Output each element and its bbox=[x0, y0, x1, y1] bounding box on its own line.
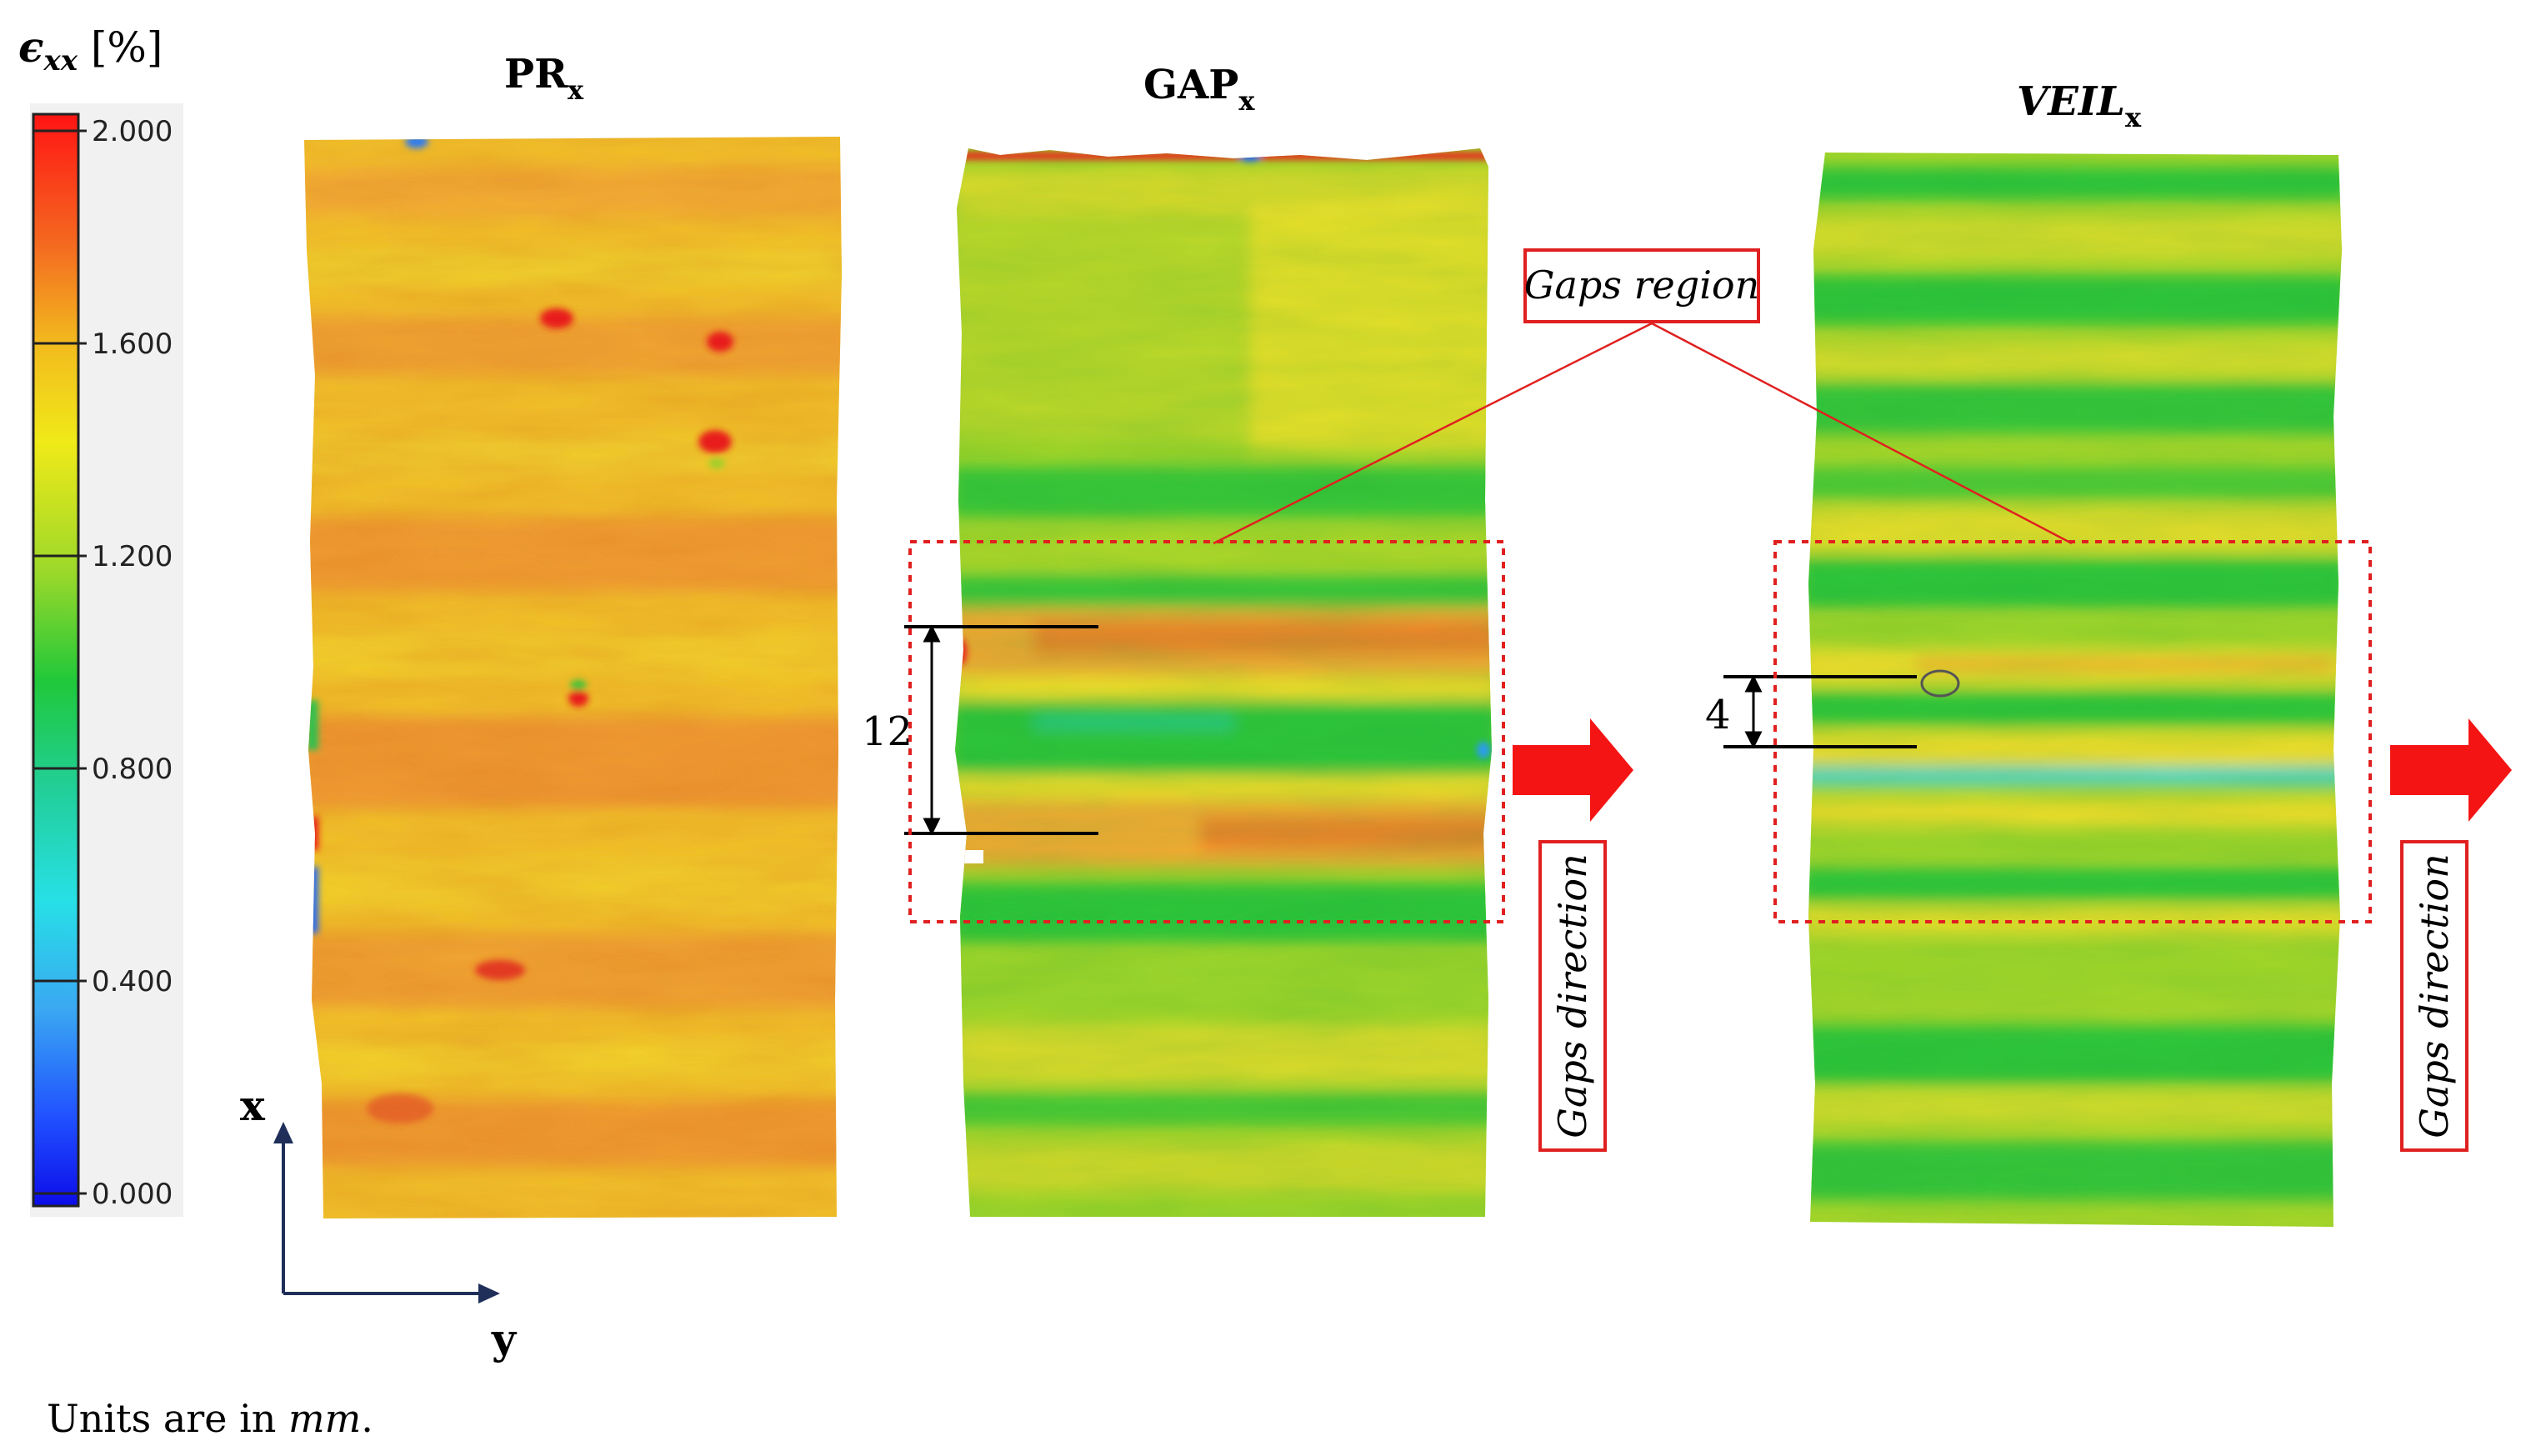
gaps-direction-box-veil bbox=[2400, 840, 2468, 1152]
veil-marker bbox=[1920, 669, 1960, 698]
colorbar-ticks: 2.000 1.600 1.200 0.800 0.400 0.000 bbox=[33, 115, 173, 1211]
panel-pr: PRx bbox=[304, 51, 842, 1218]
gaps-region-box-veil bbox=[1773, 540, 2372, 923]
gaps-direction-box-gap bbox=[1538, 840, 1607, 1152]
panel-gap-title: GAPx bbox=[1143, 62, 1255, 117]
gaps-region-label-box bbox=[1523, 248, 1760, 323]
colorbar-tick-label: 0.800 bbox=[92, 753, 173, 786]
panel-pr-subscript: x bbox=[568, 74, 584, 106]
panel-veil: VEILx bbox=[1705, 78, 2342, 1227]
colorbar: ϵxx [%] 2.000 1.600 1.200 0.800 0.400 0.000 bbox=[18, 23, 183, 1217]
colorbar-label-unit: [%] bbox=[78, 23, 163, 72]
gaps-direction-arrow-gap bbox=[1513, 718, 1633, 822]
veil-dimension-value: 4 bbox=[1705, 692, 1731, 738]
gaps-direction-veil: Gaps direction bbox=[2390, 718, 2512, 1152]
gaps-region-annotation: Gaps region bbox=[908, 248, 2372, 923]
panel-gap-name: GAP bbox=[1143, 62, 1238, 108]
panel-veil-name: VEIL bbox=[2017, 78, 2125, 125]
gaps-region-box-gap bbox=[908, 540, 1505, 923]
units-footnote-unit: mm bbox=[288, 1396, 361, 1441]
gaps-region-label: Gaps region bbox=[1524, 263, 1760, 308]
colorbar-label-symbol: ϵ bbox=[18, 23, 43, 72]
gap-dimension-value: 12 bbox=[862, 708, 913, 755]
colorbar-tick-label: 2.000 bbox=[92, 115, 173, 148]
colorbar-tick-label: 1.600 bbox=[92, 328, 173, 361]
panel-pr-name: PR bbox=[504, 51, 568, 98]
panel-pr-field bbox=[304, 137, 842, 1218]
panel-pr-title: PRx bbox=[504, 51, 584, 106]
panel-veil-subscript: x bbox=[2125, 102, 2142, 133]
gaps-direction-gap: Gaps direction bbox=[1513, 718, 1633, 1152]
colorbar-tick-label: 0.000 bbox=[92, 1178, 173, 1211]
axis-triad: x y bbox=[240, 1081, 518, 1363]
panel-gap-field bbox=[955, 148, 1492, 1217]
axis-y-label: y bbox=[491, 1314, 518, 1363]
colorbar-gradient bbox=[32, 113, 80, 1208]
colorbar-label: ϵxx [%] bbox=[18, 23, 163, 78]
units-footnote-suffix: . bbox=[361, 1396, 373, 1441]
panel-veil-title: VEILx bbox=[2017, 78, 2142, 133]
gap-dimension: 12 bbox=[862, 624, 1098, 836]
units-footnote-prefix: Units are in bbox=[47, 1396, 288, 1441]
gaps-direction-label-veil: Gaps direction bbox=[2412, 853, 2457, 1138]
colorbar-label-subscript: xx bbox=[43, 44, 78, 78]
colorbar-tick-label: 1.200 bbox=[92, 540, 173, 573]
panel-gap-subscript: x bbox=[1238, 85, 1255, 117]
panel-veil-field bbox=[1808, 153, 2342, 1227]
axis-x-label: x bbox=[240, 1081, 266, 1130]
veil-dimension: 4 bbox=[1705, 669, 1960, 749]
panel-gap: GAPx bbox=[862, 62, 1492, 1217]
gaps-direction-label-gap: Gaps direction bbox=[1550, 853, 1595, 1138]
gaps-direction-arrow-veil bbox=[2390, 718, 2512, 822]
colorbar-tick-label: 0.400 bbox=[92, 965, 173, 998]
units-footnote: Units are in mm. bbox=[47, 1396, 373, 1441]
